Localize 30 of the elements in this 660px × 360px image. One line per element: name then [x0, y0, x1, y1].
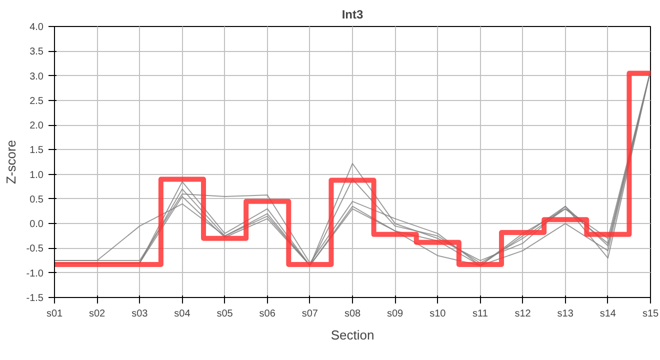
x-tick-label: s15 [642, 308, 659, 320]
y-tick-label: 2.5 [30, 96, 44, 107]
y-tick-label: 2.0 [30, 120, 44, 132]
y-tick-label: 3.5 [30, 46, 44, 58]
y-tick-label: -1.0 [26, 268, 44, 280]
chart-title: Int3 [342, 8, 364, 22]
y-tick-label: 1.5 [30, 145, 44, 156]
x-tick-label: s14 [600, 308, 616, 320]
x-tick-label: s04 [174, 308, 191, 320]
y-axis-title: Z-score [3, 140, 18, 184]
y-tick-label: 3.0 [30, 71, 44, 82]
y-tick-label: 1.0 [30, 170, 44, 181]
y-tick-label: 0.0 [30, 219, 44, 230]
x-tick-label: s07 [302, 308, 318, 320]
x-tick-label: s10 [430, 308, 446, 320]
x-tick-label: s05 [216, 308, 234, 320]
y-tick-label: 4.0 [30, 22, 44, 33]
x-tick-label: s03 [132, 308, 148, 320]
x-tick-label: s08 [344, 308, 361, 320]
x-tick-label: s13 [557, 308, 574, 320]
x-tick-label: s12 [514, 308, 532, 320]
x-axis-title: Section [330, 328, 374, 342]
y-tick-label: -0.5 [26, 244, 44, 255]
y-tick-label: 0.5 [30, 194, 44, 206]
x-tick-label: s02 [89, 308, 106, 320]
x-tick-label: s01 [46, 308, 63, 320]
x-tick-label: s11 [472, 308, 488, 320]
x-tick-label: s09 [387, 308, 404, 320]
x-tick-label: s06 [259, 308, 276, 320]
y-tick-label: -1.5 [26, 293, 44, 304]
